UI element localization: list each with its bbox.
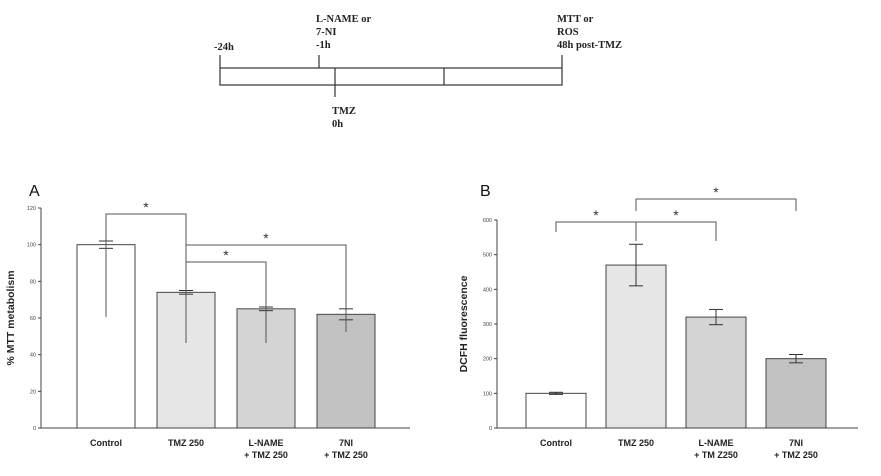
category-label: L-NAME bbox=[249, 438, 284, 448]
y-tick-label: 120 bbox=[27, 206, 36, 212]
y-tick-label: 300 bbox=[483, 322, 492, 328]
panel-label: A bbox=[29, 183, 40, 200]
y-axis-label: % MTT metabolism bbox=[5, 270, 17, 365]
category-label: + TMZ 250 bbox=[774, 450, 818, 460]
timeline-tmz-label-1: TMZ bbox=[332, 106, 356, 117]
significance-star: * bbox=[713, 184, 719, 200]
category-label: + TM Z250 bbox=[694, 450, 738, 460]
y-tick-label: 100 bbox=[27, 243, 36, 249]
timeline-end-label-3: 48h post-TMZ bbox=[557, 40, 622, 51]
timeline-end-label-2: ROS bbox=[557, 27, 579, 38]
significance-star: * bbox=[263, 230, 269, 246]
timeline-tmz-label-2: 0h bbox=[332, 119, 343, 130]
bar bbox=[685, 316, 747, 429]
category-label: TMZ 250 bbox=[168, 438, 204, 448]
significance-bracket bbox=[185, 244, 347, 332]
y-tick-label: 60 bbox=[30, 316, 36, 322]
chart-panel-a: A 0 20 40 60 80 100 120 % MTT metabolism Control T… bbox=[5, 183, 410, 460]
timeline-pretreat-label-3: -1h bbox=[316, 40, 331, 51]
y-tick-label: 0 bbox=[33, 426, 36, 432]
timeline-start-label: -24h bbox=[214, 42, 234, 53]
category-label: + TMZ 250 bbox=[324, 450, 368, 460]
timeline-end-label-1: MTT or bbox=[557, 14, 594, 25]
category-label: Control bbox=[540, 438, 572, 448]
y-tick-label: 40 bbox=[30, 353, 36, 359]
timeline-bar bbox=[219, 67, 563, 86]
y-tick-label: 0 bbox=[489, 426, 492, 432]
significance-star: * bbox=[593, 207, 599, 223]
bar bbox=[765, 358, 827, 429]
category-label: 7NI bbox=[789, 438, 803, 448]
chart-panel-b: B 0 100 200 300 400 500 600 DCFH fluorescence Con… bbox=[458, 183, 858, 460]
y-tick-label: 500 bbox=[483, 253, 492, 259]
y-tick-label: 20 bbox=[30, 389, 36, 395]
significance-bracket bbox=[635, 198, 797, 211]
y-axis-label: DCFH fluorescence bbox=[458, 275, 470, 372]
y-tick-label: 80 bbox=[30, 279, 36, 285]
panel-label: B bbox=[480, 183, 491, 200]
category-label: + TMZ 250 bbox=[244, 450, 288, 460]
timeline-pretreat-label-1: L-NAME or bbox=[316, 14, 371, 25]
timeline-diagram: -24h L-NAME or 7-NI -1h TMZ 0h MTT or RO… bbox=[214, 14, 622, 130]
significance-star: * bbox=[223, 247, 229, 263]
y-tick-label: 400 bbox=[483, 287, 492, 293]
significance-star: * bbox=[673, 207, 679, 223]
bar bbox=[605, 264, 667, 429]
y-tick-label: 200 bbox=[483, 357, 492, 363]
category-label: TMZ 250 bbox=[618, 438, 654, 448]
significance-star: * bbox=[143, 199, 149, 215]
category-label: 7NI bbox=[339, 438, 353, 448]
timeline-pretreat-label-2: 7-NI bbox=[316, 27, 336, 38]
y-tick-label: 100 bbox=[483, 391, 492, 397]
significance-bracket bbox=[635, 221, 717, 241]
y-tick-label: 600 bbox=[483, 218, 492, 224]
category-label: Control bbox=[90, 438, 122, 448]
bar bbox=[525, 392, 587, 429]
category-label: L-NAME bbox=[699, 438, 734, 448]
significance-bracket bbox=[555, 221, 637, 232]
